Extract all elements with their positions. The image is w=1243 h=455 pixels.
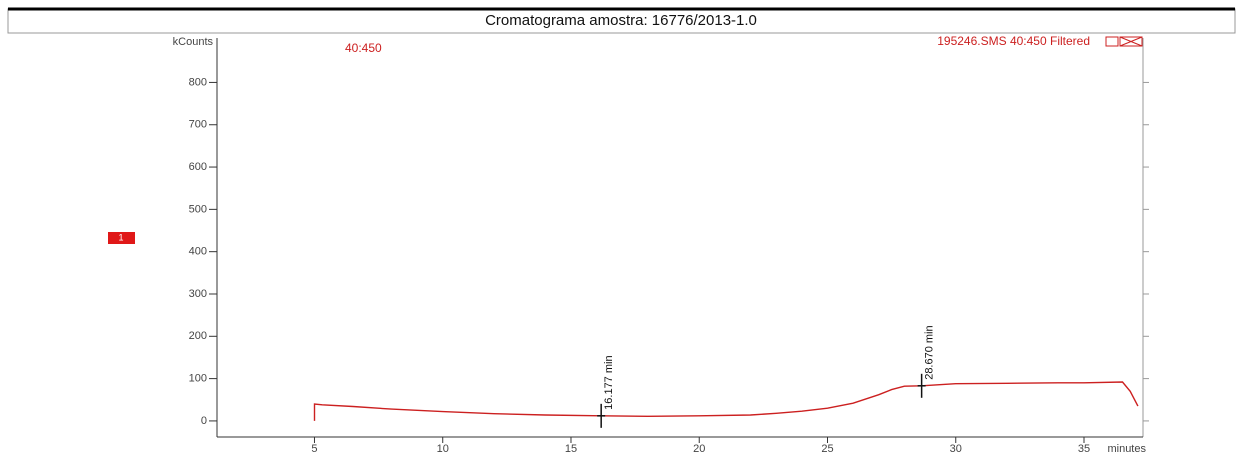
- x-tick-label: 10: [437, 443, 449, 455]
- y-tick-label: 200: [189, 330, 207, 342]
- y-tick-label: 300: [189, 288, 207, 300]
- y-tick-label: 0: [201, 415, 207, 427]
- chart-title: Cromatograma amostra: 16776/2013-1.0: [485, 12, 757, 29]
- y-tick-label: 500: [189, 203, 207, 215]
- peak-label: 28.670 min: [924, 325, 936, 379]
- y-tick-label: 700: [189, 119, 207, 131]
- trace-label: 40:450: [345, 41, 382, 55]
- x-tick-label: 25: [821, 443, 833, 455]
- y-tick-label: 100: [189, 373, 207, 385]
- file-label: 195246.SMS 40:450 Filtered: [937, 34, 1090, 48]
- segment-marker: 1: [118, 232, 123, 242]
- segment-box: [108, 232, 135, 244]
- y-axis-label: kCounts: [173, 36, 214, 48]
- data-line: [313, 381, 1139, 421]
- y-tick-label: 600: [189, 161, 207, 173]
- x-tick-label: 5: [311, 443, 317, 455]
- x-axis-label: minutes: [1107, 443, 1146, 455]
- title-box: [7, 8, 1236, 34]
- peak-label: 16.177 min: [603, 355, 615, 409]
- y-tick-label: 400: [189, 246, 207, 258]
- x-tick-label: 20: [693, 443, 705, 455]
- x-tick-label: 30: [950, 443, 962, 455]
- x-tick-label: 35: [1078, 443, 1090, 455]
- window-icon: [1105, 36, 1143, 47]
- x-tick-label: 15: [565, 443, 577, 455]
- y-tick-label: 800: [189, 76, 207, 88]
